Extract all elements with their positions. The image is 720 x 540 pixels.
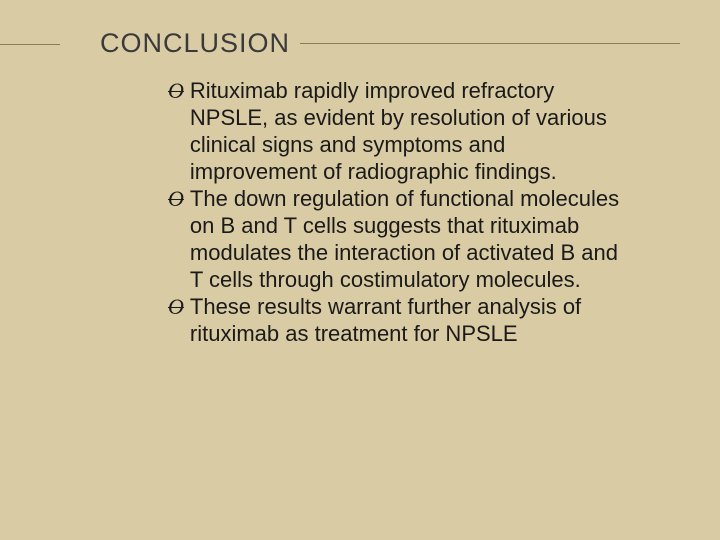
bullet-item: O The down regulation of functional mole… [168, 185, 620, 293]
bullet-text: These results warrant further analysis o… [190, 293, 620, 347]
title-rule-right [300, 43, 680, 44]
bullet-glyph-icon: O [168, 293, 184, 321]
title-rule-left [0, 44, 60, 45]
slide-body: O Rituximab rapidly improved refractory … [40, 77, 680, 347]
bullet-text: Rituximab rapidly improved refractory NP… [190, 77, 620, 185]
bullet-text: The down regulation of functional molecu… [190, 185, 620, 293]
bullet-item: O Rituximab rapidly improved refractory … [168, 77, 620, 185]
bullet-item: O These results warrant further analysis… [168, 293, 620, 347]
bullet-glyph-icon: O [168, 77, 184, 105]
slide-title: CONCLUSION [100, 28, 290, 59]
title-row: CONCLUSION [40, 28, 680, 59]
bullet-glyph-icon: O [168, 185, 184, 213]
slide-container: CONCLUSION O Rituximab rapidly improved … [0, 0, 720, 540]
